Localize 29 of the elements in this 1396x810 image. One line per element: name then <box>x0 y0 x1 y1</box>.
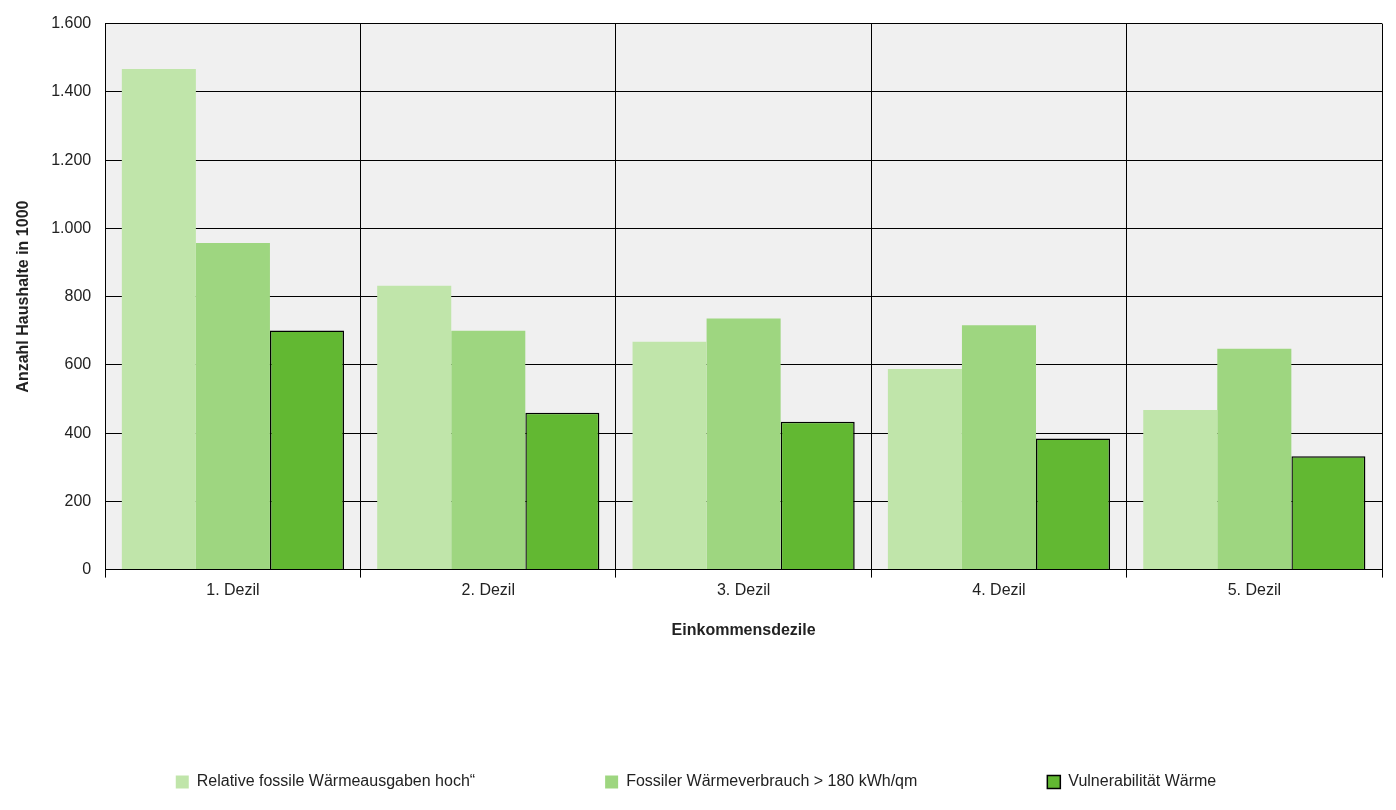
x-tick-label: 2. Dezil <box>461 580 515 598</box>
x-tick-label: 3. Dezil <box>716 580 771 598</box>
legend-label: Fossiler Wärmeverbrauch > 180 kWh/qm <box>626 772 918 790</box>
y-tick-label: 600 <box>64 355 92 373</box>
y-tick-label: 800 <box>64 287 92 305</box>
legend-label: Vulnerabilität Wärme <box>1068 772 1217 790</box>
bar <box>451 330 526 570</box>
bar <box>632 341 707 570</box>
y-tick-label: 0 <box>82 560 92 578</box>
x-tick-label: 5. Dezil <box>1227 580 1281 598</box>
y-tick-label: 1.400 <box>51 82 92 100</box>
x-tick-label: 1. Dezil <box>206 580 260 598</box>
y-tick-label: 400 <box>64 423 92 441</box>
bar <box>1217 348 1292 570</box>
bar <box>961 325 1036 570</box>
x-axis-title: Einkommensdezile <box>671 620 816 638</box>
y-tick-label: 1.200 <box>51 150 92 168</box>
bar <box>121 68 196 570</box>
y-tick-label: 1.000 <box>51 218 92 236</box>
y-tick-label: 1.600 <box>51 14 92 32</box>
x-tick-label: 4. Dezil <box>972 580 1026 598</box>
bar <box>377 285 452 570</box>
y-tick-label: 200 <box>64 491 92 509</box>
bar <box>706 318 781 570</box>
bar <box>1143 409 1218 570</box>
bar <box>887 368 962 570</box>
legend-label: Relative fossile Wärmeausgaben hoch“ <box>196 772 476 790</box>
bar <box>195 243 270 570</box>
y-axis-title: Anzahl Haushalte in 1000 <box>14 200 32 393</box>
